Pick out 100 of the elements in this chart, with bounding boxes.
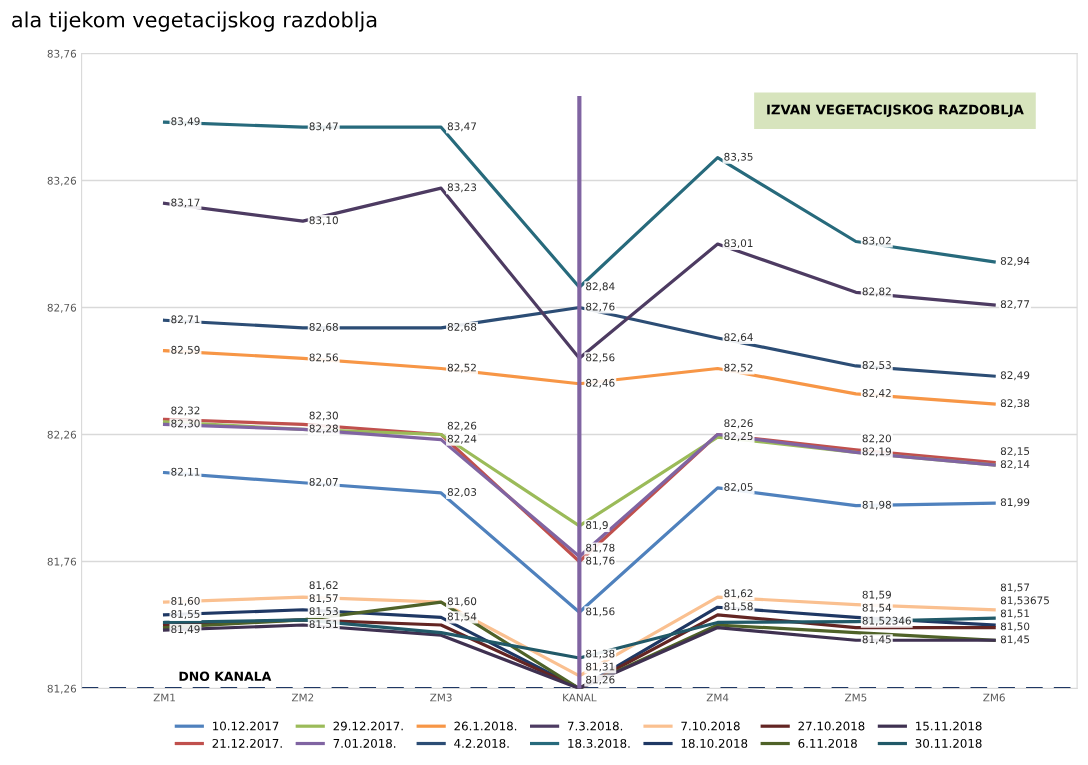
data-label: 82,19 <box>862 447 891 457</box>
data-label: 83,47 <box>447 122 477 132</box>
data-label: 82,14 <box>1000 460 1030 470</box>
ref-line-label: DNO KANALA <box>179 671 272 681</box>
data-label: 81,59 <box>862 590 891 600</box>
data-label: 81,76 <box>586 556 615 566</box>
legend-label: 29.12.2017. <box>333 721 403 731</box>
data-label: 81,56 <box>586 607 615 617</box>
data-label: 81,55 <box>171 609 200 619</box>
data-label: 82,26 <box>724 419 753 429</box>
legend-label: 18.10.2018 <box>681 738 748 748</box>
data-label: 82,25 <box>724 432 753 442</box>
data-label: 83,02 <box>862 236 891 246</box>
legend-label: 4.2.2018. <box>454 738 509 748</box>
legend-label: 7.3.2018. <box>567 721 623 731</box>
data-label: 83,23 <box>447 183 477 193</box>
data-label: 82,56 <box>586 353 615 363</box>
data-label: 83,49 <box>171 117 200 127</box>
data-label: 82,46 <box>586 378 615 388</box>
data-label: 82,49 <box>1000 371 1030 381</box>
data-label: 81,53675 <box>1000 596 1049 606</box>
legend-label: 6.11.2018 <box>798 738 857 748</box>
data-label: 81,58 <box>724 602 753 612</box>
data-label: 82,64 <box>724 333 753 343</box>
data-label: 81,52346 <box>862 616 911 626</box>
data-label: 82,05 <box>724 483 753 492</box>
data-label: 81,38 <box>586 649 615 659</box>
data-label: 83,17 <box>171 198 200 208</box>
data-label: 82,26 <box>447 421 477 431</box>
annotation: IZVAN VEGETACIJSKOG RAZDOBLJA <box>767 104 1024 118</box>
data-label: 82,52 <box>447 363 476 373</box>
data-label: 81,54 <box>862 603 892 613</box>
data-label: 81,54 <box>447 612 477 622</box>
data-label: 82,84 <box>586 282 615 292</box>
data-label: 81,31 <box>586 662 615 672</box>
x-tick-label: ZM1 <box>153 693 175 702</box>
data-label: 82,28 <box>309 424 338 434</box>
data-label: 81,78 <box>586 543 615 553</box>
data-label: 81,60 <box>171 596 200 606</box>
data-label: 82,32 <box>171 406 200 416</box>
data-label: 82,59 <box>171 345 200 355</box>
legend-label: 7.10.2018 <box>681 721 740 731</box>
data-label: 82,03 <box>447 488 477 498</box>
data-label: 81,60 <box>447 597 477 607</box>
y-tick-label: 83,76 <box>47 49 77 59</box>
data-label: 82,30 <box>171 419 200 429</box>
data-label: 82,38 <box>1000 399 1030 409</box>
data-label: 82,07 <box>309 477 338 487</box>
y-tick-label: 82,76 <box>47 303 77 313</box>
legend-label: 21.12.2017. <box>212 738 282 748</box>
data-label: 81,62 <box>309 581 338 591</box>
data-label: 83,10 <box>309 216 338 226</box>
y-tick-label: 81,26 <box>47 684 77 694</box>
data-label: 82,76 <box>586 302 615 312</box>
data-label: 82,68 <box>447 322 477 332</box>
data-label: 83,01 <box>724 239 753 249</box>
x-tick-label: ZM6 <box>983 693 1005 702</box>
legend-label: 26.1.2018. <box>454 721 517 731</box>
data-label: 81,45 <box>862 635 891 645</box>
legend-label: 30.11.2018 <box>915 738 982 748</box>
data-label: 82,15 <box>1000 447 1030 457</box>
data-label: 83,35 <box>724 152 753 162</box>
x-tick-label: ZM5 <box>844 693 867 702</box>
data-label: 82,71 <box>171 315 200 325</box>
legend-label: 7.01.2018. <box>333 738 396 748</box>
data-label: 82,56 <box>309 353 338 363</box>
data-label: 82,11 <box>171 467 200 477</box>
chart-title: ala tijekom vegetacijskog razdoblja <box>12 11 377 32</box>
data-label: 82,53 <box>862 361 891 371</box>
data-label: 82,30 <box>309 411 338 421</box>
data-label: 82,24 <box>447 434 477 444</box>
data-label: 82,42 <box>862 389 891 398</box>
legend-label: 10.12.2017 <box>213 721 279 731</box>
data-label: 82,82 <box>862 287 891 297</box>
x-tick-label: KANAL <box>563 693 597 702</box>
x-tick-label: ZM3 <box>430 693 452 702</box>
legend-label: 18.3.2018. <box>568 738 630 748</box>
data-label: 81,45 <box>1000 635 1030 645</box>
data-label: 81,50 <box>1000 622 1030 632</box>
x-tick-label: ZM2 <box>291 693 314 702</box>
y-tick-label: 81,76 <box>47 557 77 567</box>
data-label: 81,51 <box>309 620 338 630</box>
data-label: 81,26 <box>586 675 615 685</box>
data-label: 83,47 <box>309 122 338 132</box>
data-label: 81,51 <box>1000 609 1030 619</box>
data-label: 81,98 <box>862 500 891 510</box>
data-label: 82,20 <box>862 434 892 444</box>
data-label: 81,9 <box>586 521 608 531</box>
legend-label: 15.11.2018 <box>916 721 982 731</box>
data-label: 82,52 <box>724 363 753 373</box>
data-label: 82,68 <box>309 322 338 332</box>
data-label: 81,62 <box>724 589 753 599</box>
data-label: 82,94 <box>1000 256 1030 266</box>
legend-label: 27.10.2018 <box>798 721 865 731</box>
y-tick-label: 83,26 <box>47 176 77 186</box>
data-label: 81,57 <box>309 594 338 604</box>
data-label: 81,99 <box>1000 498 1030 508</box>
x-tick-label: ZM4 <box>706 693 729 702</box>
data-label: 81,53 <box>309 607 338 617</box>
data-label: 81,57 <box>1000 583 1030 593</box>
